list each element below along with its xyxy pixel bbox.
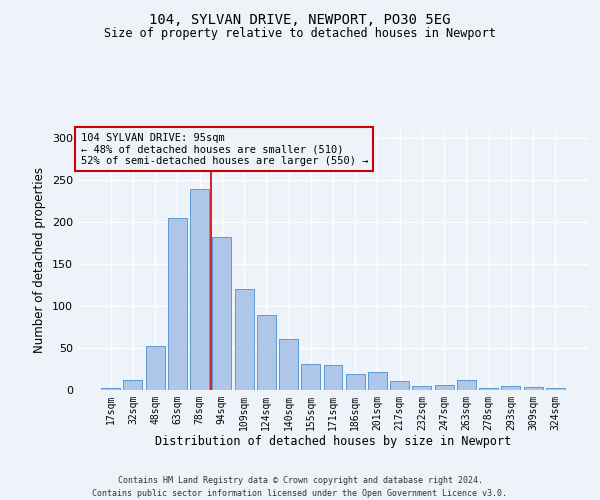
Text: 104, SYLVAN DRIVE, NEWPORT, PO30 5EG: 104, SYLVAN DRIVE, NEWPORT, PO30 5EG — [149, 12, 451, 26]
Bar — [346, 374, 365, 390]
Bar — [502, 386, 520, 390]
Bar — [212, 238, 231, 390]
Bar — [146, 346, 164, 390]
Text: Size of property relative to detached houses in Newport: Size of property relative to detached ho… — [104, 28, 496, 40]
Bar — [457, 380, 476, 390]
Bar — [279, 339, 298, 390]
Bar — [479, 388, 498, 390]
Bar — [301, 364, 320, 390]
Bar — [368, 372, 387, 390]
Text: 104 SYLVAN DRIVE: 95sqm
← 48% of detached houses are smaller (510)
52% of semi-d: 104 SYLVAN DRIVE: 95sqm ← 48% of detache… — [80, 132, 368, 166]
Bar — [323, 365, 343, 390]
Bar — [190, 188, 209, 390]
Bar — [390, 381, 409, 390]
Y-axis label: Number of detached properties: Number of detached properties — [34, 167, 46, 353]
Bar — [124, 380, 142, 390]
Text: Distribution of detached houses by size in Newport: Distribution of detached houses by size … — [155, 435, 511, 448]
Bar — [546, 388, 565, 390]
Bar — [257, 314, 276, 390]
Text: Contains HM Land Registry data © Crown copyright and database right 2024.: Contains HM Land Registry data © Crown c… — [118, 476, 482, 485]
Bar — [435, 385, 454, 390]
Bar — [412, 386, 431, 390]
Bar — [235, 288, 254, 390]
Bar — [101, 388, 120, 390]
Bar — [524, 388, 542, 390]
Bar — [168, 218, 187, 390]
Text: Contains public sector information licensed under the Open Government Licence v3: Contains public sector information licen… — [92, 489, 508, 498]
